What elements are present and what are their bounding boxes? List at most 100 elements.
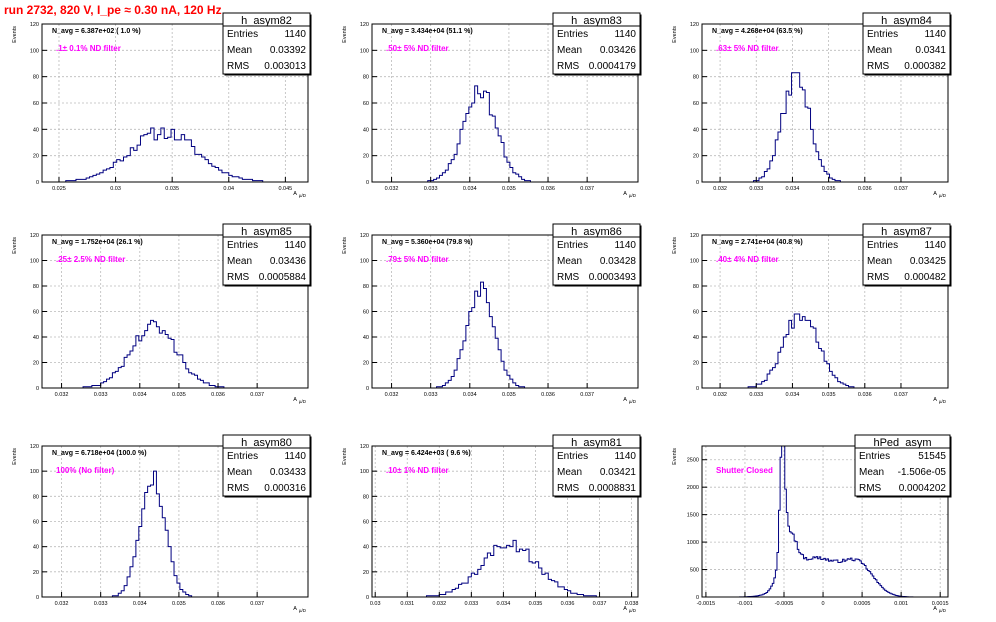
filter-label: .10± 1% ND filter (386, 466, 449, 475)
y-tick-label: 40 (693, 127, 699, 133)
histogram-panel-h_asym87: 0.032 0.033 0.034 0.035 0.036 0.037 0 20 40 60 80 1… (672, 223, 952, 404)
stats-box-title: hPed_asym (873, 437, 931, 449)
y-tick-label: 500 (690, 568, 699, 574)
y-tick-label: 0 (36, 386, 39, 392)
x-tick-label: 0.032 (713, 392, 727, 398)
x-tick-label: 0.035 (529, 601, 543, 607)
navg-label: N_avg = 1.752e+04 (26.1 %) (52, 239, 143, 246)
x-tick-label: 0.034 (497, 601, 511, 607)
x-tick-label: 0.033 (464, 601, 478, 607)
stats-box-frame (854, 434, 951, 497)
y-axis-title: Events (342, 448, 348, 465)
stats-mean-value: 0.03428 (600, 256, 637, 267)
x-tick-label: 0.033 (749, 392, 763, 398)
stats-entries-value: 1140 (614, 451, 636, 462)
stats-rms-label: RMS (867, 272, 890, 283)
x-axis-title-subscript: µ/D (939, 193, 947, 198)
stats-rms-label: RMS (859, 483, 882, 494)
filter-label: 100% (No filter) (56, 466, 115, 475)
x-axis-title-subscript: µ/D (629, 399, 637, 404)
stats-mean-label: Mean (557, 256, 582, 267)
x-tick-label: 0.035 (502, 392, 516, 398)
histogram-line (372, 539, 638, 598)
histogram-line (702, 313, 948, 389)
stats-box: h_asym83 Entries 1140 Mean 0.03426 RMS 0.00041… (552, 12, 642, 76)
y-tick-label: 80 (693, 284, 699, 290)
stats-rms-value: 0.0004202 (899, 483, 947, 494)
y-tick-label: 60 (693, 310, 699, 316)
x-tick-label: 0.034 (133, 392, 147, 398)
y-tick-label: 120 (30, 22, 39, 28)
filter-label: .63± 5% ND filter (716, 44, 779, 53)
stats-rms-value: 0.000482 (904, 272, 946, 283)
y-tick-label: 60 (33, 310, 39, 316)
stats-rms-value: 0.003013 (264, 61, 306, 72)
x-tick-label: 0.035 (822, 186, 836, 192)
stats-entries-value: 1140 (284, 240, 306, 251)
stats-mean-label: Mean (227, 45, 252, 56)
x-axis-title-main: A (623, 397, 627, 403)
y-tick-label: 80 (363, 75, 369, 81)
stats-mean-label: Mean (859, 467, 884, 478)
navg-label: N_avg = 6.424e+03 ( 9.6 %) (382, 450, 471, 457)
stats-box: h_asym82 Entries 1140 Mean 0.03392 RMS 0.00301… (222, 12, 312, 76)
x-tick-label: 0.036 (541, 392, 555, 398)
stats-rms-value: 0.0004179 (589, 61, 637, 72)
x-tick-label: 0.036 (211, 601, 225, 607)
navg-label: N_avg = 3.434e+04 (51.1 %) (382, 28, 473, 35)
x-tick-label: 0.032 (55, 392, 69, 398)
x-tick-label: 0.033 (94, 392, 108, 398)
y-tick-label: 0 (366, 180, 369, 186)
histogram-line (42, 127, 308, 183)
x-tick-label: 0.031 (400, 601, 414, 607)
y-axis-title: Events (672, 26, 678, 43)
stats-box-frame (222, 12, 311, 75)
x-tick-label: 0.033 (749, 186, 763, 192)
stats-box-title: h_asym85 (241, 226, 292, 238)
y-tick-label: 60 (33, 101, 39, 107)
histogram-line (372, 281, 638, 389)
x-tick-label: 0.032 (385, 392, 399, 398)
y-tick-label: 0 (696, 595, 699, 601)
x-axis-title-subscript: µ/D (629, 608, 637, 613)
y-tick-label: 40 (33, 335, 39, 341)
x-tick-label: 0.04 (223, 186, 234, 192)
y-tick-label: 60 (363, 520, 369, 526)
histogram-line (42, 319, 308, 389)
y-tick-label: 40 (33, 545, 39, 551)
x-tick-label: 0.034 (786, 186, 800, 192)
y-tick-label: 80 (33, 284, 39, 290)
stats-mean-value: 0.03436 (270, 256, 307, 267)
y-tick-label: 120 (30, 444, 39, 450)
x-tick-label: 0.036 (858, 186, 872, 192)
x-axis-title-main: A (933, 191, 937, 197)
y-tick-label: 40 (363, 127, 369, 133)
y-axis-title: Events (672, 448, 678, 465)
stats-rms-value: 0.000382 (904, 61, 946, 72)
plot-frame (701, 445, 949, 598)
stats-rms-value: 0.000316 (264, 483, 306, 494)
stats-rms-label: RMS (867, 61, 890, 72)
y-tick-label: 100 (30, 259, 39, 265)
histogram-panel-h_asym83: 0.032 0.033 0.034 0.035 0.036 0.037 0 20 40 60 80 1… (342, 12, 642, 198)
y-tick-label: 60 (33, 520, 39, 526)
x-tick-label: 0.0005 (854, 601, 871, 607)
stats-entries-value: 1140 (614, 240, 636, 251)
histogram-panel-h_asym85: 0.032 0.033 0.034 0.035 0.036 0.037 0 20 40 60 80 1… (12, 223, 312, 404)
x-tick-label: 0.038 (625, 601, 639, 607)
y-axis-title: Events (342, 26, 348, 43)
y-tick-label: 20 (33, 154, 39, 160)
histogram-line (702, 72, 948, 183)
stats-mean-label: Mean (557, 45, 582, 56)
x-axis-title-subscript: µ/D (939, 608, 947, 613)
x-tick-label: 0.035 (502, 186, 516, 192)
stats-box-title: h_asym84 (881, 15, 932, 27)
x-axis-title-main: A (293, 606, 297, 612)
x-axis-title-main: A (933, 397, 937, 403)
x-tick-label: 0.036 (211, 392, 225, 398)
x-tick-label: -0.001 (737, 601, 753, 607)
x-tick-label: 0.03 (110, 186, 121, 192)
stats-box-frame (552, 434, 641, 497)
stats-entries-label: Entries (227, 240, 258, 251)
